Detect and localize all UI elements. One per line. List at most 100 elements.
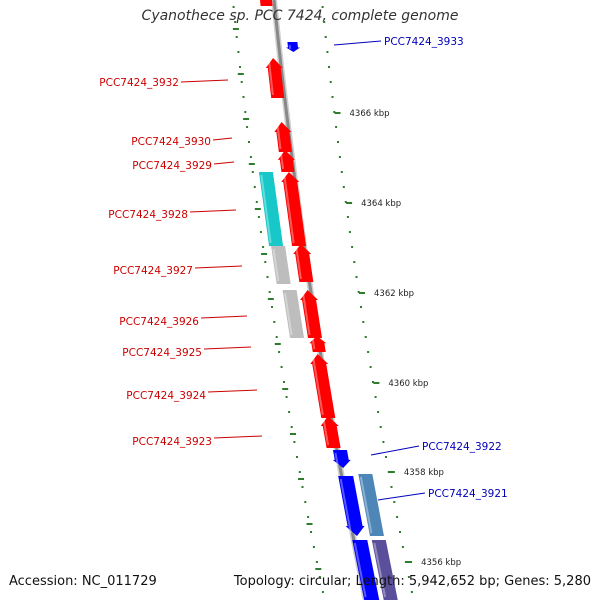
scale-dot [329, 81, 332, 83]
gene-label: PCC7424_3922 [422, 441, 502, 453]
scale-label-tick [406, 561, 413, 563]
scale-dot [318, 576, 321, 578]
scale-tick [290, 433, 296, 435]
scale-label-tick [334, 112, 341, 114]
scale-tick [267, 298, 274, 300]
scale-dot [357, 291, 360, 293]
scale-dot [301, 486, 304, 488]
scale-dot [367, 351, 370, 353]
gene-feature-3923 [320, 416, 341, 448]
scale-dot [237, 51, 240, 53]
gene-label-leader [194, 265, 243, 269]
scale-dot [351, 246, 354, 248]
gene-label-leader [180, 79, 229, 83]
scale-dot [293, 441, 296, 443]
scale-dot [246, 126, 249, 128]
scale-dot [307, 516, 310, 518]
gene-feature-3926-category-highlight [284, 292, 293, 336]
scale-label-tick [346, 202, 353, 204]
gene-feature-3923-highlight [322, 418, 330, 446]
scale-dot [242, 96, 245, 98]
gene-label: PCC7424_3924 [126, 390, 206, 402]
scale-dot [271, 306, 273, 308]
scale-label-tick [373, 382, 380, 384]
gene-feature-3925 [309, 336, 327, 352]
scale-dot [257, 216, 260, 218]
gene-feature-3928-category [258, 172, 284, 246]
gene-feature-3928-highlight [283, 174, 295, 244]
scale-dot [335, 126, 338, 128]
scale-tick [261, 253, 268, 255]
gene-feature-3921 [338, 476, 365, 536]
scale-dot [304, 501, 307, 503]
scale-dot [362, 321, 365, 323]
scale-dot [239, 66, 241, 68]
scale-dot [321, 6, 324, 8]
gene-label-leader [207, 389, 258, 393]
scale-label-tick [359, 292, 365, 294]
scale-dot [364, 336, 367, 338]
scale-label: 4366 kbp [350, 109, 390, 119]
scale-dot [379, 426, 382, 428]
scale-dot [385, 456, 387, 458]
gene-feature-3933 [285, 42, 300, 52]
scale-dot [382, 441, 385, 443]
scale-dot [338, 156, 341, 158]
scale-dot [235, 36, 238, 38]
gene-feature-3928 [281, 172, 307, 246]
gene-feature-3926 [300, 290, 323, 338]
scale-tick [243, 118, 250, 120]
gene-label: PCC7424_3930 [131, 136, 211, 148]
scale-dot [404, 561, 407, 563]
scale-label: 4356 kbp [421, 558, 461, 568]
scale-label: 4358 kbp [404, 468, 444, 478]
scale-dots-layer [232, 6, 413, 593]
map-title: Cyanothece sp. PCC 7424, complete genome [141, 8, 459, 24]
gene-feature-3930-highlight [276, 124, 282, 150]
gene-feature-3932-highlight [267, 60, 274, 96]
scale-dot [264, 261, 267, 263]
scale-dot [310, 531, 312, 533]
scale-dot [337, 141, 339, 143]
scale-dot [312, 546, 315, 548]
gene-feature-3921-category [358, 474, 384, 536]
scale-tick [232, 28, 239, 30]
scale-dot [323, 21, 326, 23]
scale-dot [387, 471, 390, 473]
gene-label-leader [189, 209, 237, 213]
gene-label-leader [203, 346, 252, 350]
scale-dot [251, 171, 254, 173]
gene-label: PCC7424_3928 [108, 209, 188, 221]
scale-dot [288, 411, 291, 413]
scale-dot [399, 531, 401, 533]
gene-label: PCC7424_3929 [132, 160, 212, 172]
gene-label-leader [200, 315, 248, 319]
gene-labels-layer: 4366 kbp 4364 kbp 4362 kbp 4360 kbp 4358 kbp… [99, 36, 507, 568]
scale-dot [377, 411, 380, 413]
scale-dot [240, 81, 243, 83]
scale-dot [393, 501, 396, 503]
scale-tick [282, 388, 289, 390]
scale-dot [283, 381, 285, 383]
scale-dot [396, 516, 399, 518]
scale-dot [374, 396, 377, 398]
scale-dot [278, 351, 281, 353]
gene-feature-3924-highlight [312, 356, 324, 416]
scale-dot [360, 306, 362, 308]
gene-feature-3922-highlight [334, 452, 339, 466]
gene-feature-3932 [265, 58, 285, 98]
gene-label-leader [333, 40, 382, 46]
gene-feature-3922 [332, 450, 351, 468]
features-layer [258, 0, 398, 600]
gene-label-leader [213, 435, 263, 439]
scale-dot [268, 291, 271, 293]
scale-tick [315, 568, 322, 570]
scale-dot [390, 486, 393, 488]
scale-dot [275, 336, 278, 338]
gene-feature-edge [260, 0, 273, 6]
scale-dot [255, 201, 258, 203]
scale-dot [344, 201, 347, 203]
gene-label: PCC7424_3933 [384, 36, 464, 48]
